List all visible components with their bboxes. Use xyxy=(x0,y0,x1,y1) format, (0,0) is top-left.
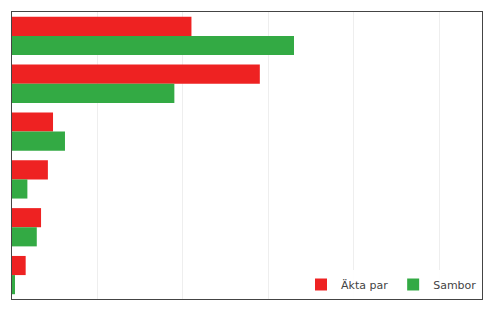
svg-text:Äkta par: Äkta par xyxy=(341,279,388,292)
svg-text:Sambor: Sambor xyxy=(433,279,476,292)
